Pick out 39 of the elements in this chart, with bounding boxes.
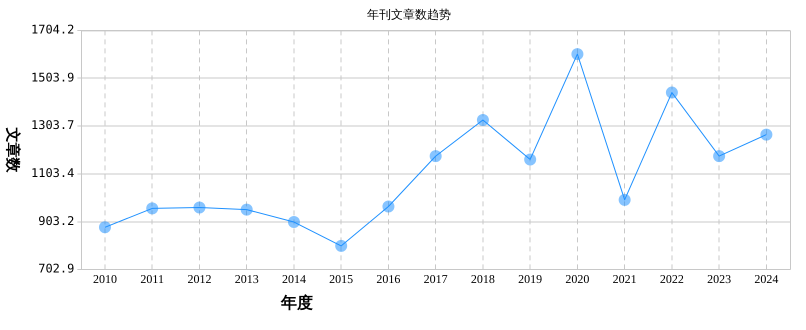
chart-title: 年刊文章数趋势 — [367, 7, 451, 22]
point — [193, 201, 206, 214]
x-tick-label: 2015 — [329, 272, 354, 286]
x-tick-label: 2020 — [565, 272, 590, 286]
x-tick-label: 2023 — [707, 272, 732, 286]
y-tick-label: 702.9 — [38, 262, 74, 276]
x-tick-label: 2010 — [92, 272, 117, 286]
y-tick-label: 1704.2 — [30, 22, 74, 37]
point — [430, 150, 442, 162]
point — [524, 153, 536, 166]
x-tick-label: 2019 — [518, 272, 542, 286]
x-tick-label: 2012 — [187, 272, 212, 286]
point — [146, 202, 158, 214]
point — [288, 216, 300, 228]
x-tick-label: 2011 — [140, 272, 164, 286]
x-tick-label: 2024 — [754, 272, 778, 286]
x-tick-label: 2016 — [376, 272, 400, 286]
point — [571, 48, 584, 60]
x-tick-label: 2017 — [424, 272, 448, 286]
y-tick-label: 1303.7 — [30, 118, 74, 132]
x-tick-label: 2022 — [660, 272, 684, 286]
x-tick-label: 2018 — [470, 272, 495, 286]
point — [240, 204, 253, 216]
x-tick-label: 2014 — [282, 272, 306, 286]
y-tick-label: 1103.4 — [30, 166, 74, 180]
point — [713, 150, 726, 162]
x-axis-title: 年度 — [280, 293, 313, 312]
y-tick-label: 903.2 — [38, 214, 74, 228]
x-tick-label: 2021 — [612, 272, 637, 286]
y-tick-label: 1503.9 — [30, 70, 74, 84]
y-axis-title: 文章数 — [4, 126, 22, 174]
point — [382, 200, 394, 213]
point — [98, 221, 111, 234]
point — [666, 86, 678, 99]
x-tick-label: 2013 — [234, 272, 259, 286]
point — [618, 194, 631, 206]
point — [335, 240, 348, 252]
point — [476, 114, 489, 126]
point — [760, 128, 772, 141]
